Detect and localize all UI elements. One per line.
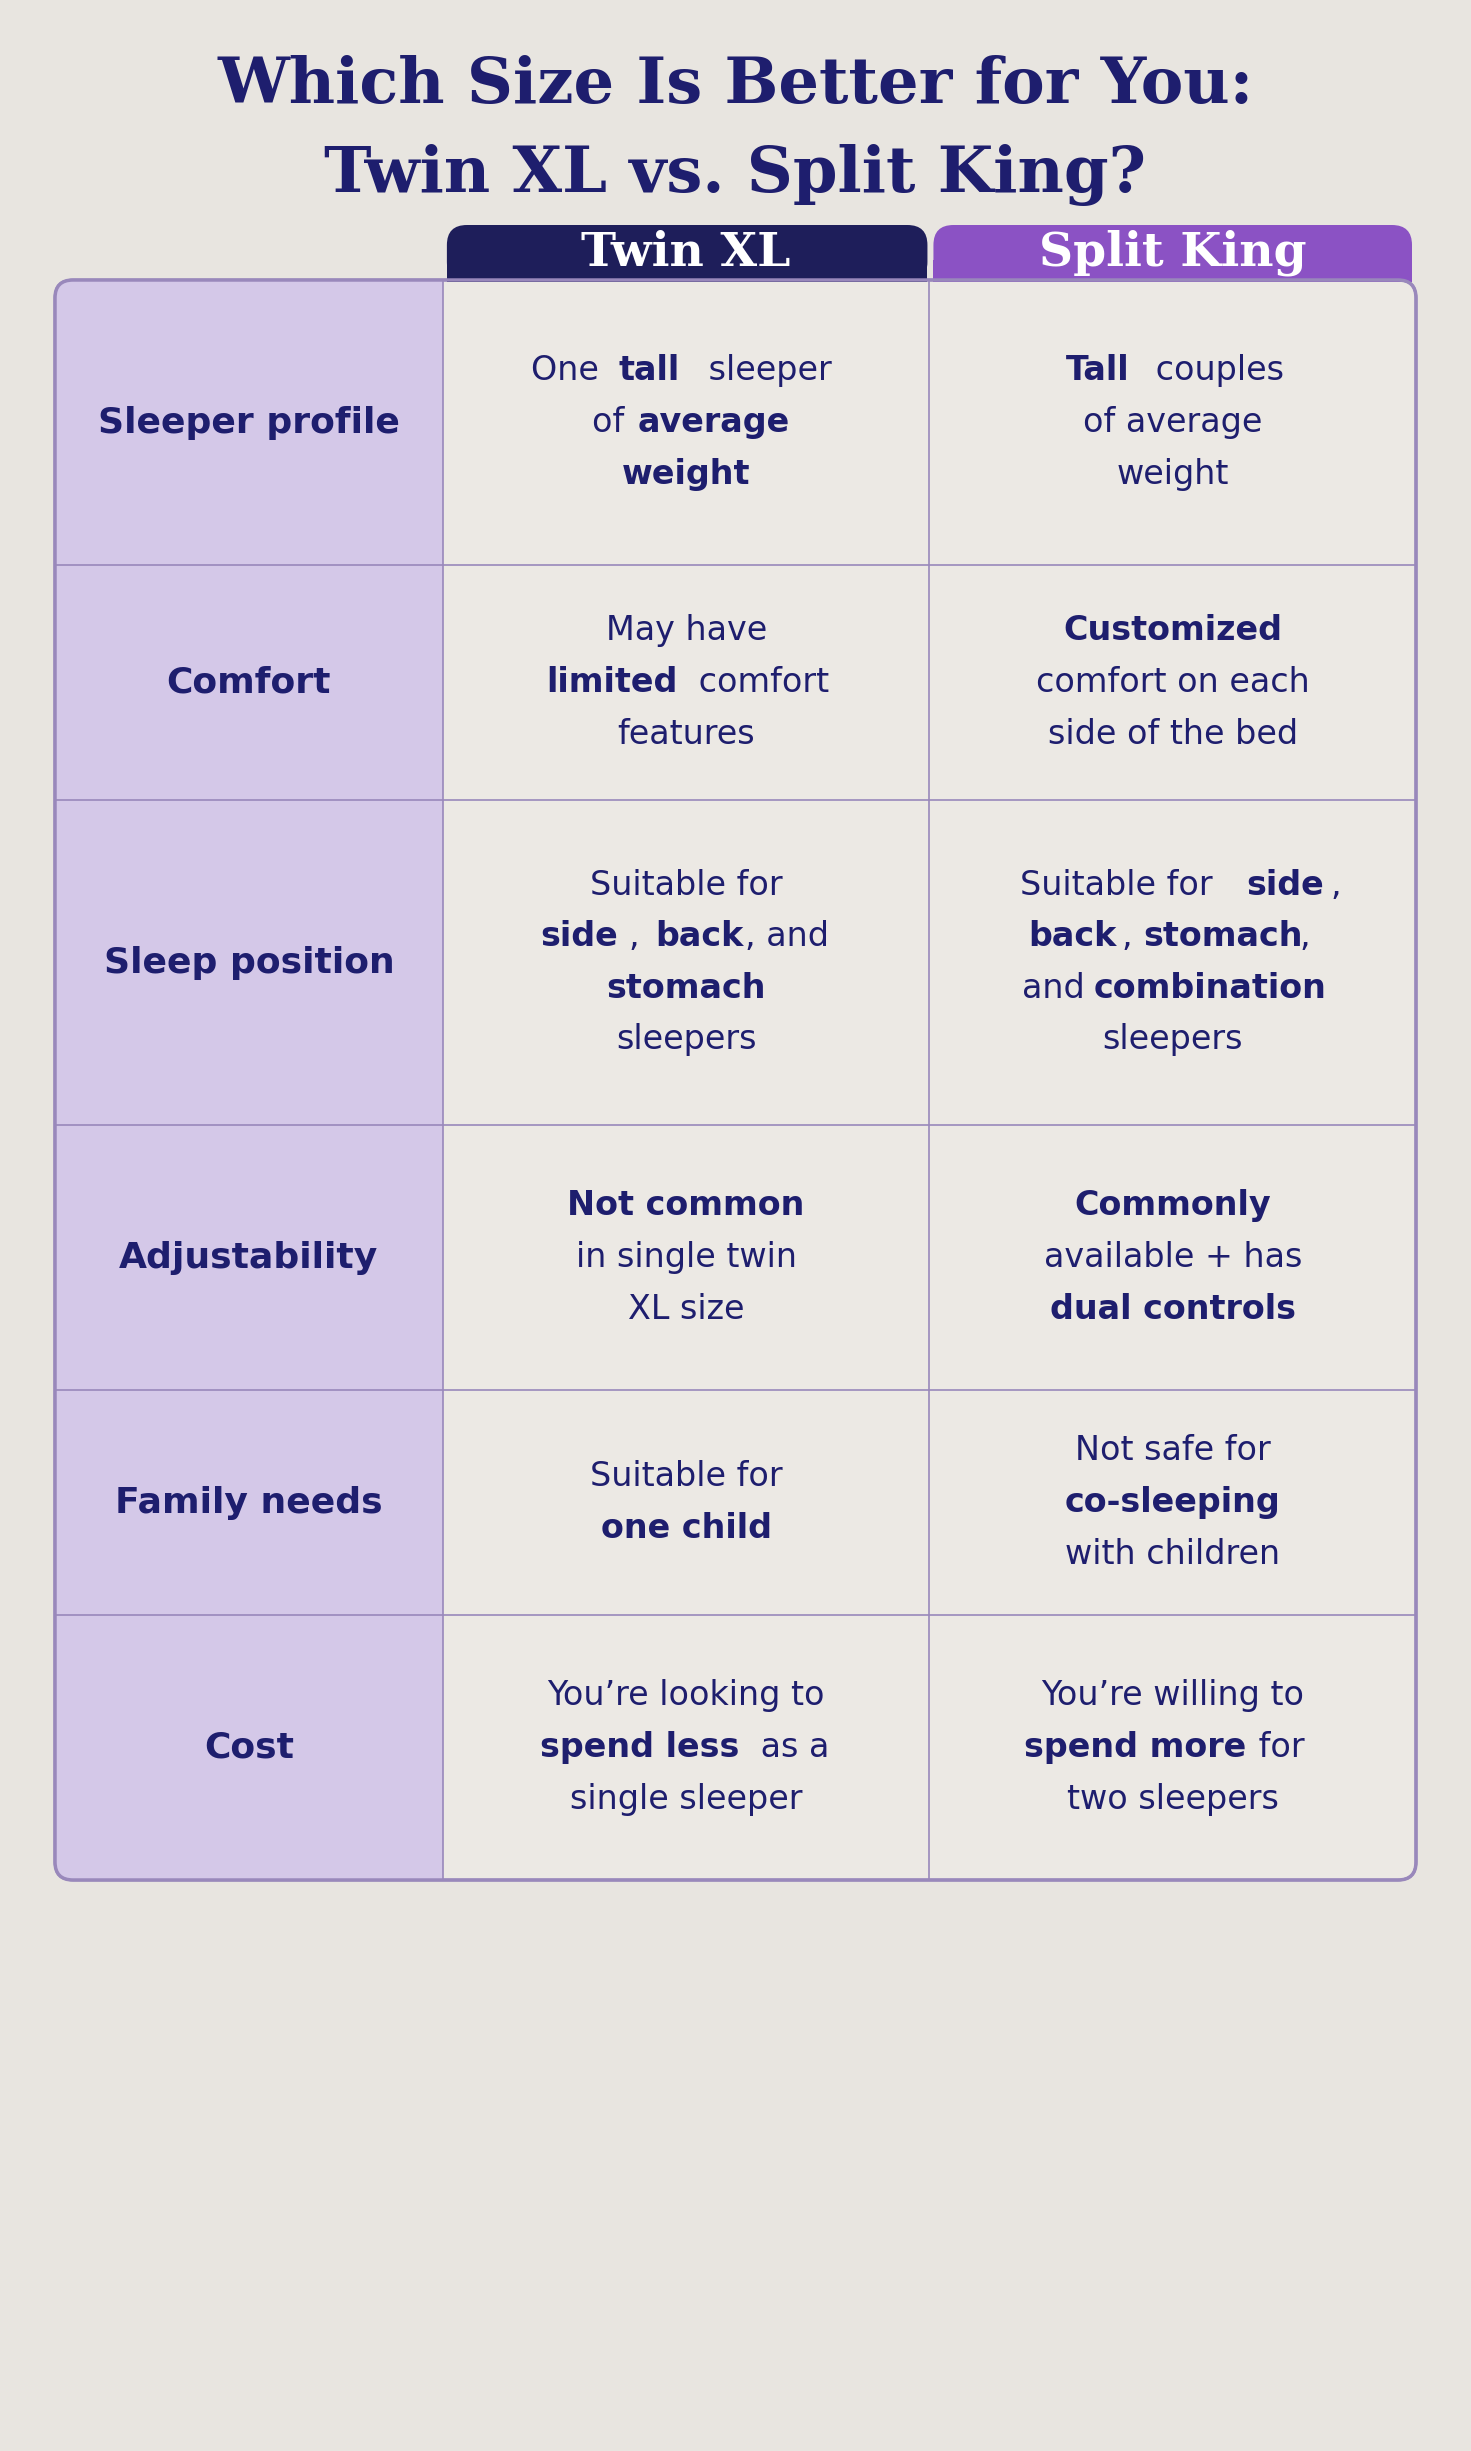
Text: with children: with children xyxy=(1065,1537,1280,1571)
Text: Sleep position: Sleep position xyxy=(103,946,394,980)
Text: weight: weight xyxy=(1116,458,1228,490)
Text: May have: May have xyxy=(606,615,766,647)
Text: dual controls: dual controls xyxy=(1050,1292,1296,1326)
Text: Tall: Tall xyxy=(1066,355,1130,387)
Text: Not common: Not common xyxy=(568,1189,805,1223)
FancyBboxPatch shape xyxy=(54,279,443,1880)
Text: Sleeper profile: Sleeper profile xyxy=(99,404,400,439)
Text: single sleeper: single sleeper xyxy=(569,1782,802,1816)
Text: Suitable for: Suitable for xyxy=(590,868,783,902)
Text: Twin XL vs. Split King?: Twin XL vs. Split King? xyxy=(325,145,1146,206)
Text: side: side xyxy=(1246,868,1324,902)
Text: one child: one child xyxy=(600,1512,772,1544)
Text: ,: , xyxy=(1330,868,1340,902)
Text: for: for xyxy=(1247,1730,1305,1765)
Text: You’re willing to: You’re willing to xyxy=(1041,1679,1305,1713)
Text: sleeper: sleeper xyxy=(697,355,831,387)
FancyBboxPatch shape xyxy=(54,279,1417,1880)
Text: Family needs: Family needs xyxy=(115,1485,382,1520)
Text: back: back xyxy=(1028,919,1116,953)
Text: stomach: stomach xyxy=(606,973,766,1005)
Text: average: average xyxy=(638,407,790,439)
Text: stomach: stomach xyxy=(1143,919,1303,953)
Text: comfort on each: comfort on each xyxy=(1036,667,1309,699)
Text: side of the bed: side of the bed xyxy=(1047,718,1297,750)
Text: of average: of average xyxy=(1083,407,1262,439)
FancyBboxPatch shape xyxy=(447,225,927,282)
Text: sleepers: sleepers xyxy=(616,1025,756,1056)
Text: back: back xyxy=(656,919,744,953)
Text: ,: , xyxy=(1122,919,1143,953)
Text: One: One xyxy=(531,355,609,387)
Text: weight: weight xyxy=(622,458,750,490)
Text: Suitable for: Suitable for xyxy=(1021,868,1224,902)
Text: , and: , and xyxy=(746,919,830,953)
Text: You’re looking to: You’re looking to xyxy=(547,1679,825,1713)
Text: Cost: Cost xyxy=(204,1730,294,1765)
Text: spend less: spend less xyxy=(540,1730,740,1765)
Text: available + has: available + has xyxy=(1043,1240,1302,1275)
Text: Twin XL: Twin XL xyxy=(581,230,791,277)
Text: XL size: XL size xyxy=(628,1292,744,1326)
Text: Adjustability: Adjustability xyxy=(119,1240,378,1275)
Text: combination: combination xyxy=(1093,973,1327,1005)
Bar xyxy=(447,260,927,282)
Text: side: side xyxy=(541,919,618,953)
Bar xyxy=(934,260,1412,282)
Text: ,: , xyxy=(630,919,650,953)
FancyBboxPatch shape xyxy=(934,225,1412,282)
Text: co-sleeping: co-sleeping xyxy=(1065,1485,1281,1520)
Text: and: and xyxy=(1022,973,1096,1005)
Text: in single twin: in single twin xyxy=(575,1240,797,1275)
Text: as a: as a xyxy=(750,1730,830,1765)
Text: limited: limited xyxy=(546,667,677,699)
Text: Not safe for: Not safe for xyxy=(1075,1434,1271,1468)
Text: Commonly: Commonly xyxy=(1074,1189,1271,1223)
Bar xyxy=(422,279,443,1880)
Text: Split King: Split King xyxy=(1039,230,1306,277)
Text: Suitable for: Suitable for xyxy=(590,1461,783,1493)
Text: of: of xyxy=(593,407,635,439)
Text: ,: , xyxy=(1300,919,1311,953)
Text: spend more: spend more xyxy=(1024,1730,1246,1765)
Text: two sleepers: two sleepers xyxy=(1066,1782,1278,1816)
Text: comfort: comfort xyxy=(688,667,830,699)
Text: sleepers: sleepers xyxy=(1102,1025,1243,1056)
Text: features: features xyxy=(618,718,755,750)
Text: Which Size Is Better for You:: Which Size Is Better for You: xyxy=(218,54,1253,115)
Text: Comfort: Comfort xyxy=(166,667,331,699)
Text: tall: tall xyxy=(618,355,680,387)
Text: Customized: Customized xyxy=(1064,615,1283,647)
Text: couples: couples xyxy=(1144,355,1284,387)
